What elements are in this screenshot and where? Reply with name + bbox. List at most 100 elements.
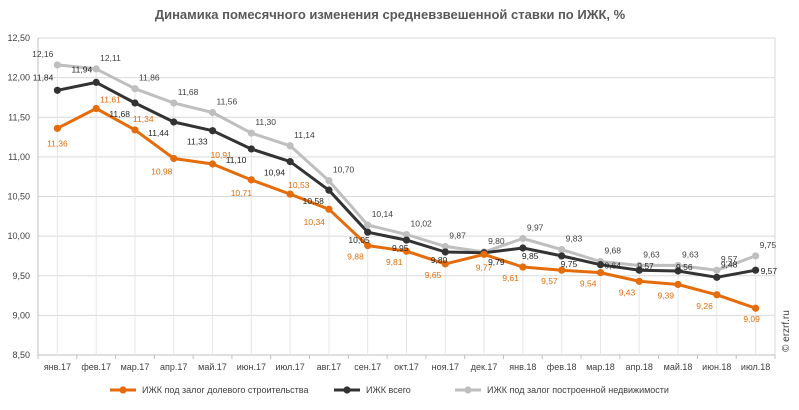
x-tick-label: июн.17: [237, 362, 266, 372]
data-point: [170, 154, 178, 163]
data-label: 9,80: [488, 236, 505, 246]
data-point: [713, 273, 721, 281]
data-label: 11,94: [72, 64, 93, 74]
data-point: [364, 221, 372, 229]
data-label: 9,68: [604, 245, 621, 255]
data-label: 9,79: [488, 257, 505, 267]
x-tick-label: апр.17: [160, 362, 187, 372]
data-label: 11,44: [148, 128, 169, 138]
data-label: 10,70: [333, 165, 355, 175]
legend-label: ИЖК всего: [366, 385, 411, 395]
data-point: [635, 266, 643, 274]
y-axis: 8,50 9,00 9,50 10,00 10,50 11,00 11,50 12,00 12,…: [7, 33, 776, 360]
data-label: 12,11: [100, 53, 121, 63]
data-point: [713, 266, 721, 274]
x-tick-label: янв.17: [44, 362, 71, 372]
data-label: 9,56: [676, 262, 693, 272]
data-point: [635, 277, 643, 285]
data-label: 9,95: [392, 243, 409, 253]
legend-swatch-marker: [119, 386, 127, 394]
data-label: 11,36: [47, 138, 68, 148]
x-tick-label: мар.17: [121, 362, 150, 372]
data-label: 11,86: [139, 73, 160, 83]
data-label: 9,43: [619, 287, 636, 297]
data-label: 9,26: [696, 301, 713, 311]
y-tick-label: 9,50: [12, 271, 30, 281]
data-label: 11,33: [187, 137, 208, 147]
data-point: [131, 126, 139, 134]
data-label: 9,85: [522, 251, 539, 261]
data-label: 10,05: [348, 235, 370, 245]
data-label: 10,02: [411, 219, 433, 229]
data-point: [752, 266, 760, 274]
data-label: 9,75: [760, 240, 777, 250]
y-tick-label: 8,50: [12, 350, 30, 360]
data-points: [53, 61, 760, 312]
data-label: 9,88: [347, 252, 364, 262]
data-label: 10,71: [231, 188, 253, 198]
data-label: 9,65: [425, 270, 442, 280]
data-point: [441, 242, 449, 251]
chart-title: Динамика помесячного изменения средневзв…: [155, 7, 626, 22]
data-point: [402, 236, 411, 244]
data-point: [596, 268, 605, 277]
data-point: [752, 304, 760, 312]
data-point: [286, 158, 294, 166]
data-point: [480, 250, 488, 258]
legend-swatch-marker: [343, 386, 351, 394]
x-tick-label: фев.17: [81, 362, 111, 372]
x-tick-label: май.17: [198, 362, 227, 372]
data-point: [558, 266, 566, 274]
x-tick-label: июн.18: [702, 362, 731, 372]
x-tick-label: сен.17: [354, 362, 381, 372]
data-label: 9,87: [449, 230, 466, 240]
data-point: [131, 85, 139, 93]
data-label: 9,63: [682, 249, 699, 259]
y-tick-label: 12,00: [7, 73, 30, 83]
x-tick-label: июл.17: [275, 362, 304, 372]
data-point: [53, 61, 61, 69]
legend-swatch-marker: [464, 386, 472, 394]
data-label: 11,14: [294, 130, 315, 140]
x-tick-label: окт.17: [394, 362, 419, 372]
data-point: [92, 65, 100, 73]
data-label: 9,97: [527, 223, 544, 233]
data-point: [170, 99, 178, 107]
data-label: 10,94: [264, 168, 286, 178]
data-point: [402, 230, 411, 239]
data-label: 10,14: [372, 209, 394, 219]
data-point: [92, 78, 100, 86]
data-point: [752, 252, 760, 260]
data-point: [713, 291, 721, 299]
legend-label: ИЖК под залог долевого строительства: [142, 385, 308, 395]
data-label: 9,57: [761, 266, 778, 276]
x-tick-label: ноя.17: [432, 362, 459, 372]
x-tick-label: янв.18: [509, 362, 536, 372]
x-tick-label: май.18: [664, 362, 693, 372]
data-label: 10,98: [151, 166, 173, 176]
data-point: [92, 104, 100, 113]
data-label: 9,57: [721, 254, 738, 264]
data-point: [286, 190, 294, 198]
data-label: 10,34: [304, 217, 326, 227]
data-label: 11,34: [133, 114, 154, 124]
data-point: [402, 247, 411, 255]
legend: ИЖК под залог долевого строительства ИЖК …: [110, 385, 669, 395]
data-point: [596, 261, 605, 269]
data-label: 10,91: [211, 150, 233, 160]
data-point: [247, 176, 255, 184]
data-point: [519, 244, 527, 252]
data-label: 11,30: [255, 117, 276, 127]
data-label: 9,83: [566, 234, 583, 244]
data-point: [519, 263, 527, 271]
data-label: 9,57: [541, 276, 558, 286]
y-tick-label: 10,50: [7, 192, 30, 202]
data-label: 10,58: [303, 196, 325, 206]
data-label: 11,68: [178, 87, 199, 97]
x-tick-label: апр.18: [626, 362, 653, 372]
data-point: [286, 142, 294, 150]
data-point: [441, 248, 449, 256]
watermark: © erzrf.ru: [781, 310, 792, 352]
